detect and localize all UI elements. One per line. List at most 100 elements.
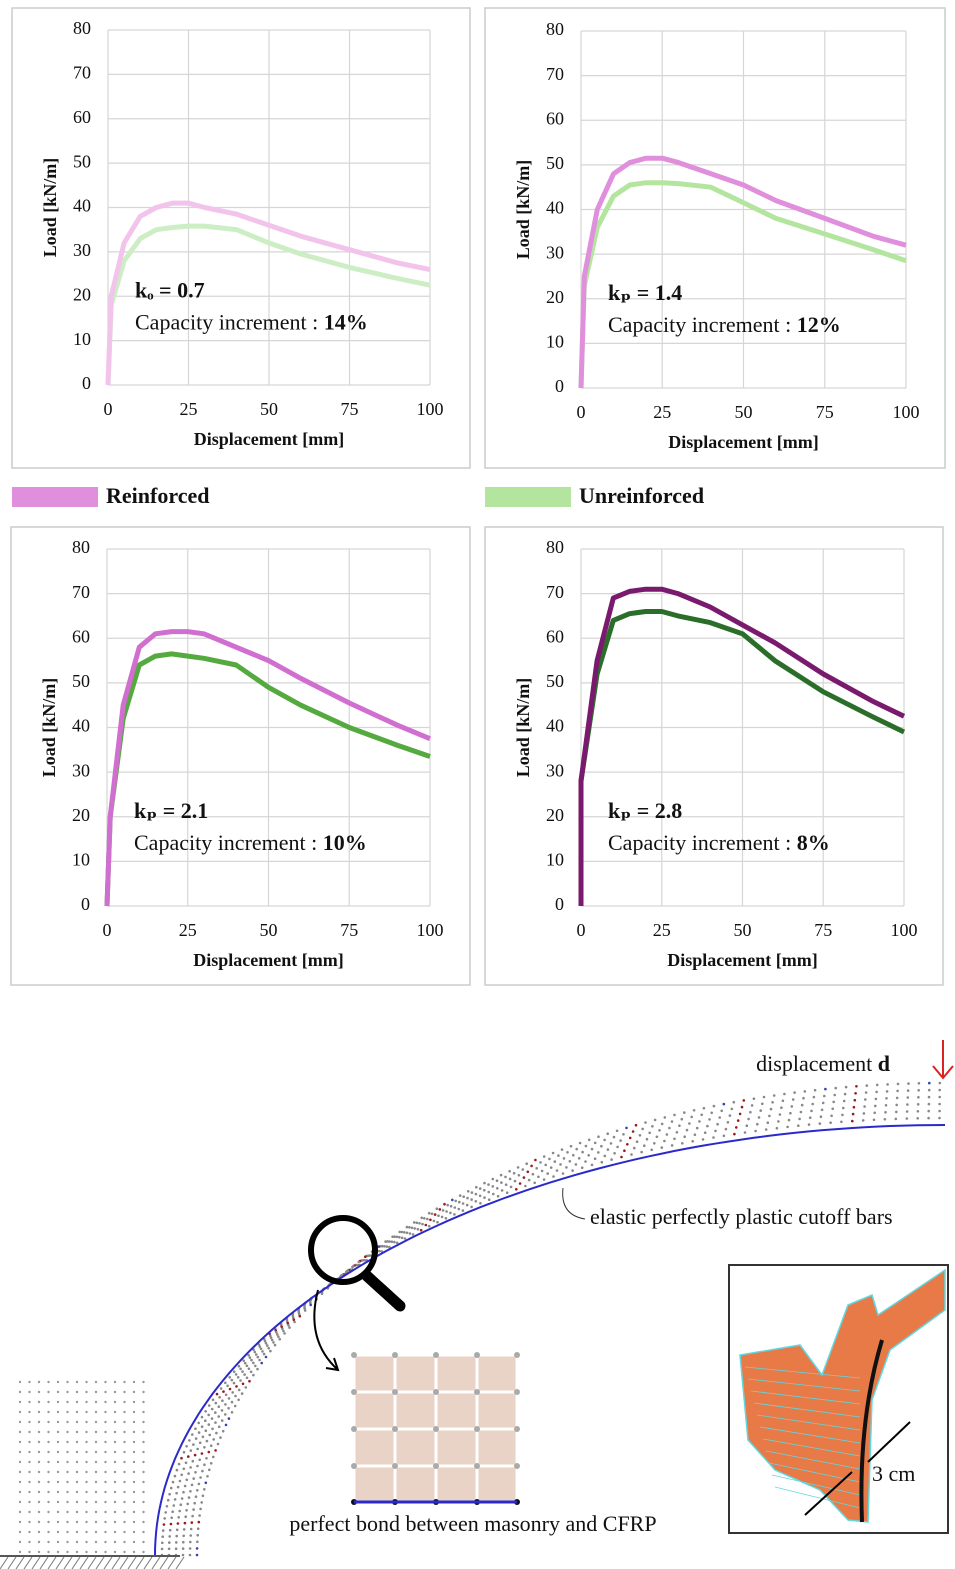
y-tick-label: 0: [81, 894, 90, 914]
legend-label: Unreinforced: [579, 483, 704, 508]
zoom-node: [474, 1352, 480, 1358]
bar-dot: [801, 1104, 804, 1107]
bar-dot: [537, 1176, 540, 1179]
bar-dot: [197, 1422, 200, 1425]
bar-dot: [875, 1098, 878, 1101]
block-dot: [28, 1381, 30, 1383]
block-dot: [133, 1461, 135, 1463]
bar-dot: [483, 1182, 486, 1185]
bar-dot: [479, 1195, 482, 1198]
block-dot: [19, 1521, 21, 1523]
hatch: [0, 1557, 8, 1569]
block-dot: [95, 1541, 97, 1543]
bar-dot: [433, 1220, 436, 1223]
bar-dot: [401, 1237, 404, 1240]
bar-dot: [180, 1503, 183, 1506]
block-dot: [133, 1471, 135, 1473]
block-dot: [19, 1391, 21, 1393]
bar-dot: [170, 1523, 173, 1526]
bar-dot: [237, 1399, 240, 1402]
bar-dot: [527, 1171, 530, 1174]
block-dot: [38, 1441, 40, 1443]
bar-dot: [205, 1482, 208, 1485]
bar-dot: [169, 1529, 172, 1532]
load-text: displacement: [756, 1051, 878, 1076]
bar-dot: [907, 1096, 910, 1099]
bar-dot: [270, 1336, 273, 1339]
bar-dot: [293, 1321, 296, 1324]
block-dot: [38, 1431, 40, 1433]
bar-dot: [218, 1426, 221, 1429]
bar-dot: [172, 1481, 175, 1484]
bar-dot: [442, 1209, 445, 1212]
block-dot: [104, 1441, 106, 1443]
block-dot: [133, 1381, 135, 1383]
bar-dot: [436, 1221, 439, 1224]
block-dot: [142, 1481, 144, 1483]
block-dot: [85, 1481, 87, 1483]
bar-dot: [737, 1119, 740, 1122]
block-dot: [114, 1541, 116, 1543]
chart: 010203040506070800255075100Displacement …: [12, 8, 470, 468]
block-dot: [47, 1461, 49, 1463]
bar-dot: [203, 1446, 206, 1449]
block-dot: [142, 1381, 144, 1383]
bar-dot: [429, 1219, 432, 1222]
zoom-node: [351, 1426, 357, 1432]
block-dot: [114, 1551, 116, 1553]
bar-dot: [515, 1188, 518, 1191]
bar-dot: [470, 1206, 473, 1209]
bar-dot: [431, 1213, 434, 1216]
block-dot: [133, 1501, 135, 1503]
bar-dot: [210, 1462, 213, 1465]
bar-dot: [214, 1449, 217, 1452]
bar-dot: [668, 1127, 671, 1130]
bar-dot: [895, 1118, 898, 1121]
block-dot: [114, 1511, 116, 1513]
zoom-node: [392, 1389, 398, 1395]
block-dot: [66, 1411, 68, 1413]
hatch: [40, 1557, 48, 1569]
y-tick-label: 20: [73, 284, 91, 304]
bar-dot: [450, 1205, 453, 1208]
block-dot: [142, 1461, 144, 1463]
bar-dot: [509, 1178, 512, 1181]
bar-dot: [212, 1456, 215, 1459]
bar-dot: [483, 1189, 486, 1192]
bar-dot: [166, 1505, 169, 1508]
block-dot: [66, 1541, 68, 1543]
block-dot: [76, 1491, 78, 1493]
bar-dot: [597, 1135, 600, 1138]
bar-dot: [208, 1469, 211, 1472]
bar-dot: [239, 1379, 242, 1382]
bar-dot: [688, 1122, 691, 1125]
bar-dot: [681, 1118, 684, 1121]
bar-dot: [824, 1088, 827, 1091]
bar-dot: [747, 1118, 750, 1121]
bar-dot: [895, 1104, 898, 1107]
bar-dot: [205, 1457, 208, 1460]
bar-dot: [198, 1483, 201, 1486]
block-dot: [142, 1551, 144, 1553]
bar-dot: [587, 1154, 590, 1157]
block-dot: [133, 1521, 135, 1523]
block-dot: [47, 1531, 49, 1533]
bar-dot: [224, 1382, 227, 1385]
block-dot: [123, 1451, 125, 1453]
bar-dot: [917, 1103, 920, 1106]
block-dot: [38, 1541, 40, 1543]
bar-dot: [633, 1147, 636, 1150]
bar-dot: [731, 1108, 734, 1111]
bar-dot: [604, 1155, 607, 1158]
bar-dot: [554, 1160, 557, 1163]
bar-dot: [844, 1093, 847, 1096]
block-dot: [19, 1501, 21, 1503]
bar-dot: [288, 1326, 291, 1329]
bar-dot: [597, 1151, 600, 1154]
block-dot: [142, 1411, 144, 1413]
block-dot: [133, 1391, 135, 1393]
bar-dot: [208, 1451, 211, 1454]
bar-dot: [242, 1359, 245, 1362]
block-dot: [123, 1401, 125, 1403]
bar-dot: [246, 1377, 249, 1380]
